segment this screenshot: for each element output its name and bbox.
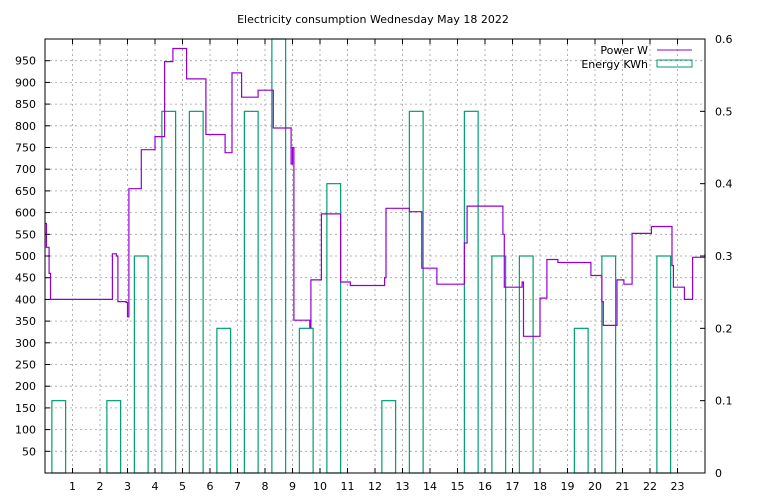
power-line bbox=[45, 47, 706, 337]
energy-bar bbox=[491, 255, 507, 474]
y-tick-label: 100 bbox=[15, 424, 36, 437]
x-tick-label: 14 bbox=[423, 480, 437, 493]
x-tick-label: 4 bbox=[152, 480, 159, 493]
legend-swatch-energy bbox=[656, 59, 693, 68]
x-tick-label: 22 bbox=[643, 480, 657, 493]
y2-tick-label: 0 bbox=[715, 467, 722, 480]
x-tick-label: 11 bbox=[341, 480, 355, 493]
y-tick-label: 500 bbox=[15, 250, 36, 263]
y-tick-label: 250 bbox=[15, 359, 36, 372]
y-tick-label: 550 bbox=[15, 228, 36, 241]
energy-bar bbox=[408, 110, 424, 474]
y-tick-label: 350 bbox=[15, 315, 36, 328]
y2-tick-label: 0.2 bbox=[715, 322, 733, 335]
energy-bar bbox=[463, 110, 479, 474]
y-tick-label: 150 bbox=[15, 402, 36, 415]
energy-bar bbox=[188, 110, 204, 474]
x-tick-label: 16 bbox=[478, 480, 492, 493]
x-tick-label: 18 bbox=[533, 480, 547, 493]
x-tick-label: 8 bbox=[262, 480, 269, 493]
energy-bar bbox=[601, 255, 617, 474]
legend-label-energy: Energy KWh bbox=[581, 58, 648, 71]
x-tick-label: 9 bbox=[289, 480, 296, 493]
y2-tick-label: 0.6 bbox=[715, 33, 733, 46]
energy-bar bbox=[326, 183, 342, 474]
y-tick-label: 50 bbox=[22, 445, 36, 458]
y-tick-label: 600 bbox=[15, 207, 36, 220]
x-tick-label: 10 bbox=[313, 480, 327, 493]
y2-tick-label: 0.4 bbox=[715, 178, 733, 191]
energy-bar bbox=[243, 110, 259, 474]
energy-bar bbox=[656, 255, 672, 474]
energy-bar bbox=[161, 110, 177, 474]
legend: Power W Energy KWh bbox=[581, 44, 693, 71]
y-tick-label: 850 bbox=[15, 98, 36, 111]
y-tick-label: 950 bbox=[15, 55, 36, 68]
y2-tick-label: 0.3 bbox=[715, 250, 733, 263]
plot-frame bbox=[44, 38, 706, 474]
axes: 1 2 3 4 5 6 7 8 9 10 11 12 13 14 15 16 17 18 19 20 21 22 23501… bbox=[15, 33, 733, 493]
energy-bar bbox=[51, 400, 67, 474]
x-tick-label: 2 bbox=[97, 480, 104, 493]
power-series-line bbox=[45, 47, 706, 337]
y2-tick-label: 0.5 bbox=[715, 105, 733, 118]
legend-label-power: Power W bbox=[600, 44, 648, 57]
y-tick-label: 450 bbox=[15, 272, 36, 285]
energy-bar bbox=[381, 400, 397, 474]
y-tick-label: 700 bbox=[15, 163, 36, 176]
energy-bar bbox=[106, 400, 122, 474]
x-tick-label: 23 bbox=[671, 480, 685, 493]
x-tick-label: 7 bbox=[234, 480, 241, 493]
energy-bar bbox=[216, 327, 232, 474]
x-tick-label: 3 bbox=[124, 480, 131, 493]
grid bbox=[45, 39, 705, 473]
y-tick-label: 200 bbox=[15, 380, 36, 393]
y-tick-label: 900 bbox=[15, 76, 36, 89]
energy-bar bbox=[271, 38, 287, 474]
x-tick-label: 15 bbox=[451, 480, 465, 493]
y2-tick-label: 0.1 bbox=[715, 395, 733, 408]
y-tick-label: 650 bbox=[15, 185, 36, 198]
x-tick-label: 5 bbox=[179, 480, 186, 493]
x-tick-label: 20 bbox=[588, 480, 602, 493]
x-tick-label: 6 bbox=[207, 480, 214, 493]
x-tick-label: 1 bbox=[69, 480, 76, 493]
chart-title: Electricity consumption Wednesday May 18… bbox=[237, 13, 509, 26]
y-tick-label: 800 bbox=[15, 120, 36, 133]
y-tick-label: 400 bbox=[15, 293, 36, 306]
x-tick-label: 19 bbox=[561, 480, 575, 493]
x-tick-label: 12 bbox=[368, 480, 382, 493]
x-tick-label: 17 bbox=[506, 480, 520, 493]
x-tick-label: 21 bbox=[616, 480, 630, 493]
y-tick-label: 300 bbox=[15, 337, 36, 350]
y-tick-label: 750 bbox=[15, 142, 36, 155]
x-tick-label: 13 bbox=[396, 480, 410, 493]
